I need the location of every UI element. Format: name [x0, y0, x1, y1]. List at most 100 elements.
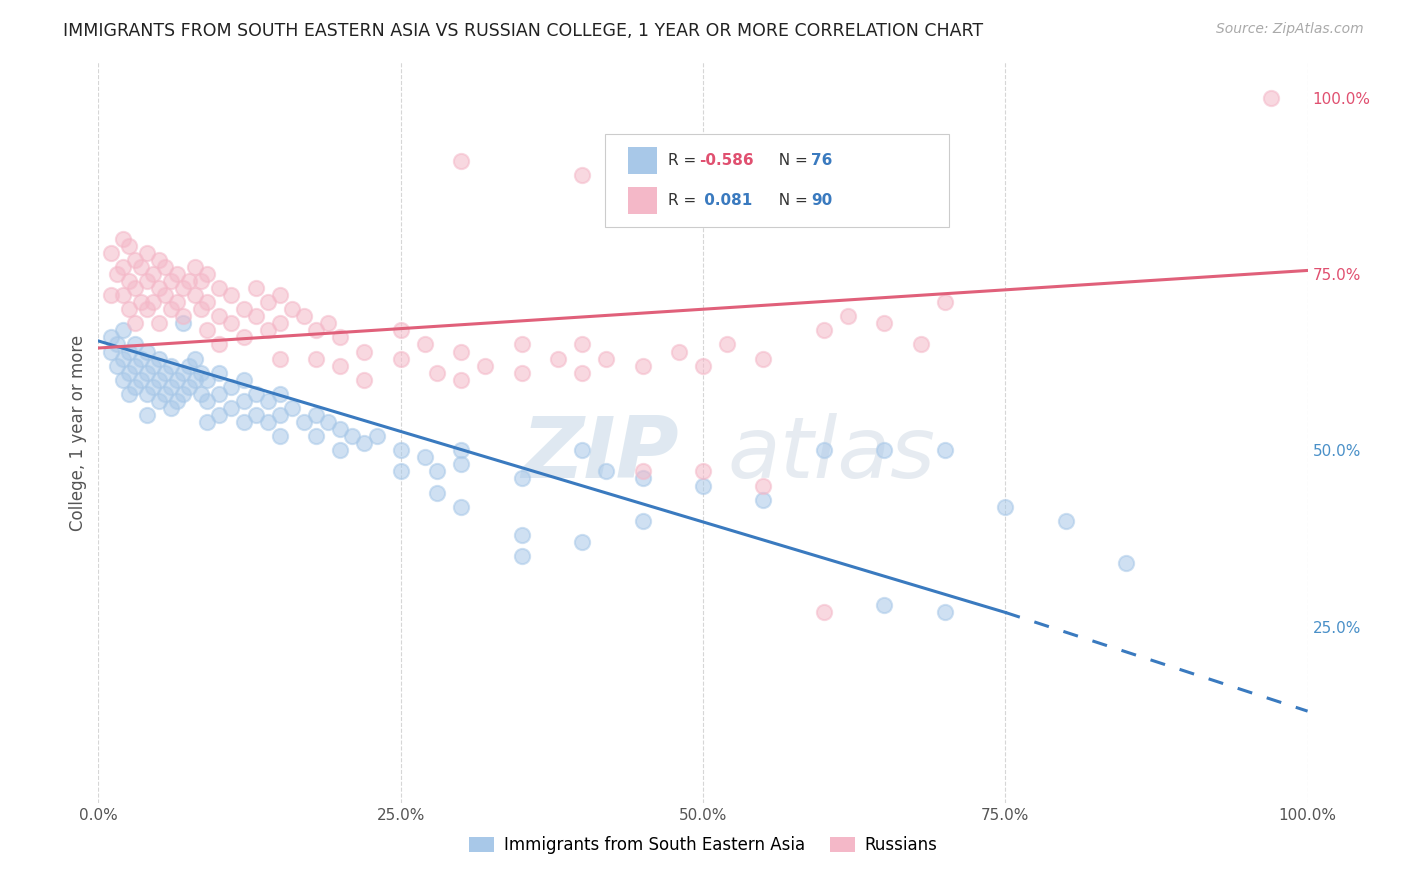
Point — [153, 260, 176, 274]
Point — [135, 408, 157, 422]
Point — [142, 380, 165, 394]
Point — [269, 408, 291, 422]
Point — [256, 415, 278, 429]
Point — [873, 443, 896, 458]
Point — [426, 366, 449, 380]
Point — [105, 337, 128, 351]
Point — [172, 281, 194, 295]
Point — [413, 337, 436, 351]
Point — [135, 344, 157, 359]
Point — [195, 373, 218, 387]
Point — [195, 415, 218, 429]
Point — [124, 337, 146, 351]
Point — [389, 323, 412, 337]
Point — [135, 387, 157, 401]
Point — [752, 351, 775, 366]
Point — [305, 351, 328, 366]
Point — [389, 464, 412, 478]
Point — [245, 310, 267, 324]
Point — [353, 373, 375, 387]
Point — [172, 387, 194, 401]
Point — [426, 485, 449, 500]
Point — [111, 232, 134, 246]
Point — [450, 500, 472, 514]
Point — [631, 359, 654, 373]
Point — [269, 429, 291, 443]
Point — [160, 302, 183, 317]
Point — [135, 274, 157, 288]
Y-axis label: College, 1 year or more: College, 1 year or more — [69, 334, 87, 531]
Point — [668, 344, 690, 359]
Point — [184, 260, 207, 274]
Point — [910, 337, 932, 351]
Point — [873, 599, 896, 613]
Point — [190, 274, 212, 288]
Point — [281, 302, 304, 317]
Point — [208, 366, 231, 380]
Point — [184, 373, 207, 387]
Point — [510, 337, 533, 351]
Point — [105, 359, 128, 373]
Point — [426, 464, 449, 478]
Point — [316, 316, 339, 330]
Point — [195, 267, 218, 281]
Point — [510, 549, 533, 563]
Point — [934, 606, 956, 620]
Point — [269, 288, 291, 302]
Point — [100, 344, 122, 359]
Point — [179, 380, 201, 394]
Point — [148, 281, 170, 295]
Point — [994, 500, 1017, 514]
Point — [184, 288, 207, 302]
Point — [232, 415, 254, 429]
Point — [148, 316, 170, 330]
Point — [148, 351, 170, 366]
Point — [153, 288, 176, 302]
Point — [256, 295, 278, 310]
Point — [510, 528, 533, 542]
Point — [269, 387, 291, 401]
Point — [595, 464, 617, 478]
Point — [179, 359, 201, 373]
Point — [474, 359, 496, 373]
Point — [692, 359, 714, 373]
Point — [153, 366, 176, 380]
Point — [142, 359, 165, 373]
Text: ZIP: ZIP — [522, 413, 679, 496]
Point — [135, 366, 157, 380]
Point — [1054, 514, 1077, 528]
Point — [135, 302, 157, 317]
Text: N =: N = — [769, 194, 813, 208]
Point — [195, 393, 218, 408]
Point — [450, 373, 472, 387]
Point — [232, 330, 254, 344]
Point — [160, 359, 183, 373]
Point — [813, 606, 835, 620]
Point — [329, 422, 352, 436]
Point — [111, 260, 134, 274]
Text: atlas: atlas — [727, 413, 935, 496]
Point — [934, 443, 956, 458]
Text: 76: 76 — [811, 153, 832, 168]
Point — [184, 351, 207, 366]
Point — [118, 302, 141, 317]
Point — [208, 387, 231, 401]
Point — [510, 471, 533, 485]
Text: 0.081: 0.081 — [699, 194, 752, 208]
Point — [142, 295, 165, 310]
Point — [716, 337, 738, 351]
Point — [172, 366, 194, 380]
Point — [160, 401, 183, 415]
Point — [413, 450, 436, 465]
Point — [934, 295, 956, 310]
Point — [389, 351, 412, 366]
Point — [256, 393, 278, 408]
Legend: Immigrants from South Eastern Asia, Russians: Immigrants from South Eastern Asia, Russ… — [461, 830, 945, 861]
Point — [129, 351, 152, 366]
Point — [571, 366, 593, 380]
Text: Source: ZipAtlas.com: Source: ZipAtlas.com — [1216, 22, 1364, 37]
Text: -0.586: -0.586 — [699, 153, 754, 168]
Point — [124, 316, 146, 330]
Point — [208, 310, 231, 324]
Point — [450, 443, 472, 458]
